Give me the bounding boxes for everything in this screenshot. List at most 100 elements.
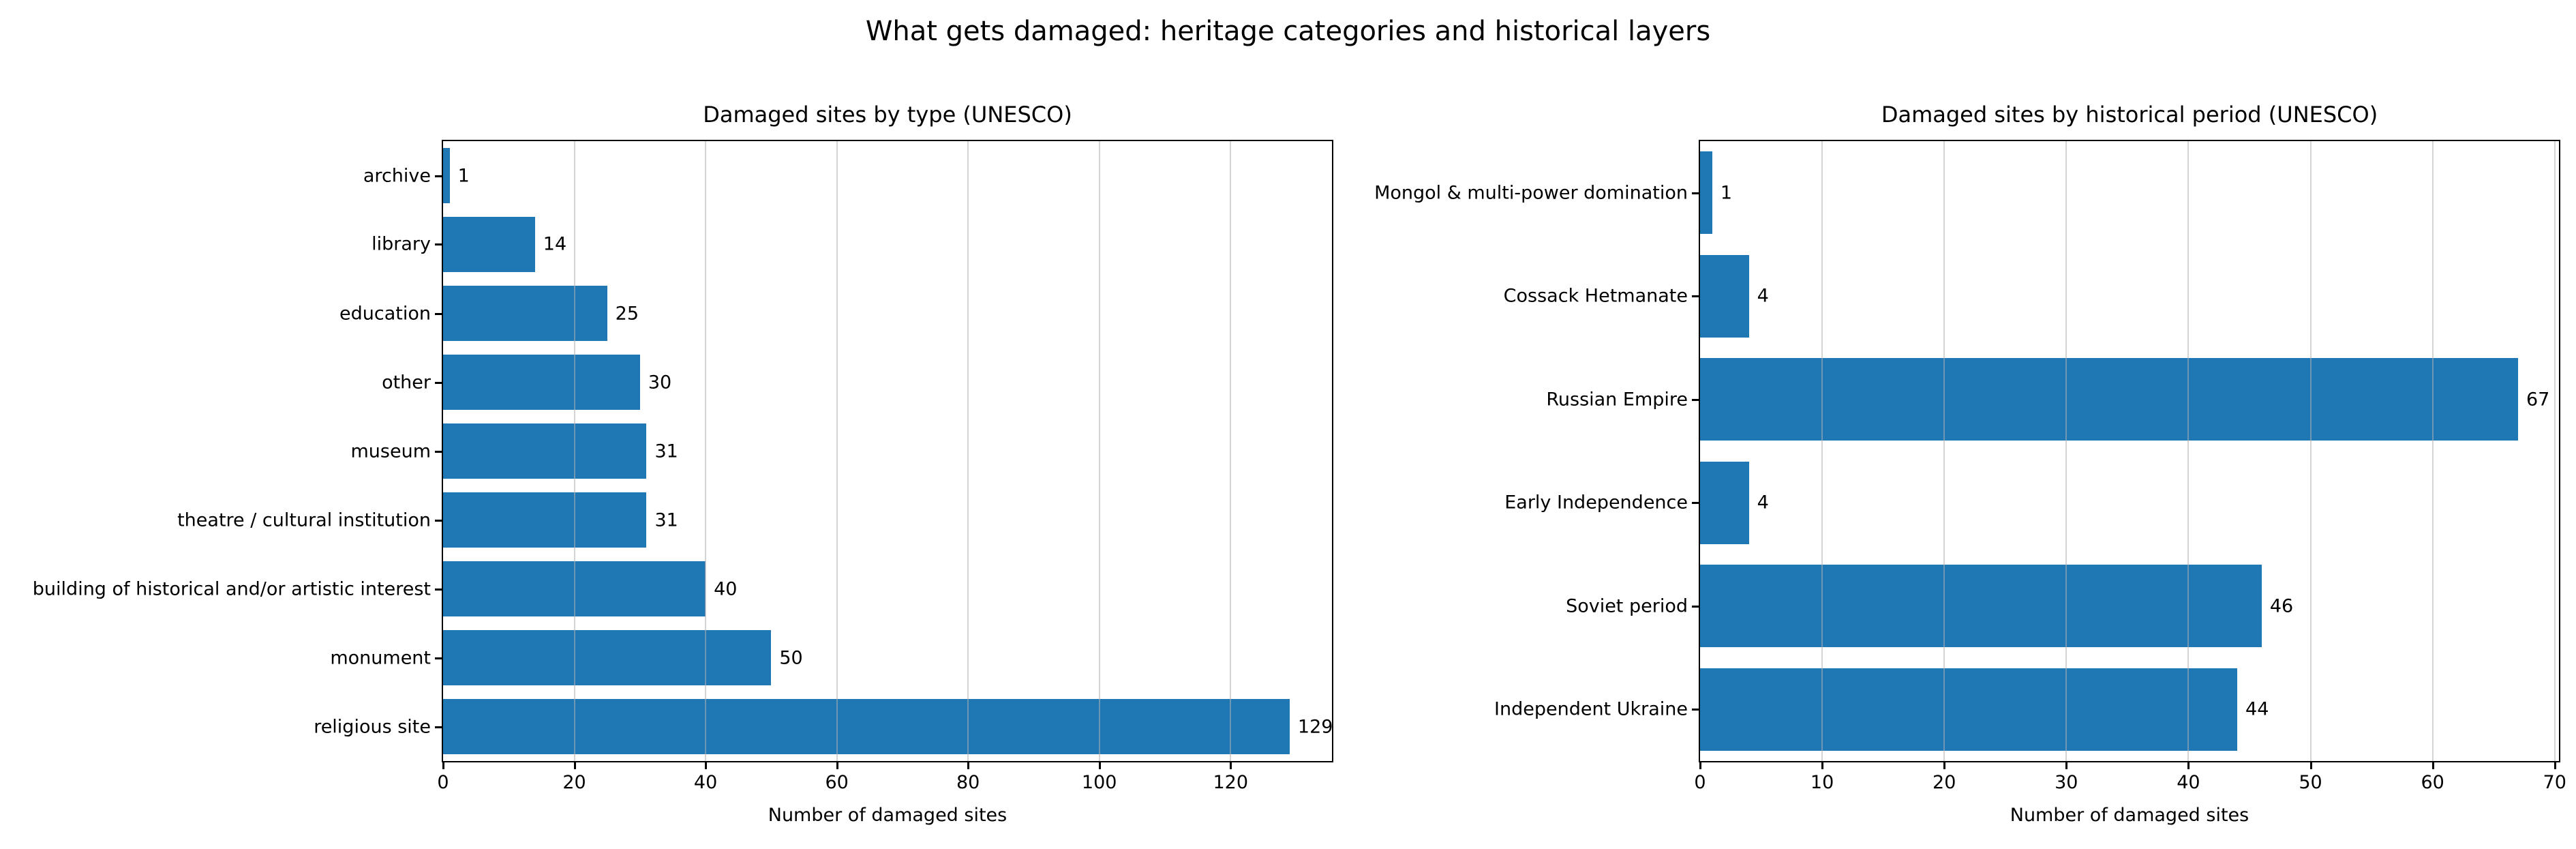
gridline <box>2309 141 2312 761</box>
plot-area-period: 1 Mongol & multi-power domination 4 Cossack… <box>1374 140 2566 792</box>
y-tick-mark <box>435 588 443 591</box>
x-tick-label: 40 <box>693 772 718 793</box>
x-tick-label: 120 <box>1213 772 1249 793</box>
x-tick-label: 60 <box>2421 772 2444 793</box>
x-tick-mark <box>573 761 576 769</box>
gridline <box>2431 141 2434 761</box>
x-tick-label: 0 <box>437 772 449 793</box>
category-label: museum <box>350 441 431 462</box>
bar-value-label: 25 <box>615 303 639 324</box>
gridline <box>1098 141 1100 761</box>
gridline <box>2065 141 2067 761</box>
axes-title-period: Damaged sites by historical period (UNES… <box>1881 102 2378 128</box>
category-label: building of historical and/or artistic i… <box>32 578 431 599</box>
y-tick-mark <box>1692 192 1700 194</box>
category-label: Russian Empire <box>1546 389 1688 411</box>
bar-segment <box>443 492 647 548</box>
gridline <box>1821 141 1823 761</box>
bar-segment <box>443 423 647 479</box>
gridline <box>1943 141 1945 761</box>
x-tick-mark <box>705 761 708 769</box>
bar-segment <box>443 286 607 341</box>
y-tick-mark <box>435 726 443 728</box>
x-tick-mark <box>836 761 838 769</box>
y-tick-mark <box>435 657 443 659</box>
bar-value-label: 1 <box>1720 182 1733 204</box>
x-tick-mark <box>2187 761 2190 769</box>
bar-value-label: 31 <box>654 441 678 462</box>
bar-value-label: 50 <box>779 647 803 668</box>
category-label: Cossack Hetmanate <box>1503 285 1688 307</box>
bar-value-label: 129 <box>1297 716 1333 737</box>
x-tick-label: 20 <box>562 772 586 793</box>
x-tick-mark <box>1699 761 1701 769</box>
bar-segment <box>443 217 535 272</box>
gridline <box>705 141 707 761</box>
figure-title: What gets damaged: heritage categories a… <box>865 16 1711 47</box>
bar-value-label: 67 <box>2526 389 2550 411</box>
y-tick-mark <box>1692 295 1700 298</box>
bar-value-label: 46 <box>2269 595 2294 617</box>
y-tick-mark <box>435 450 443 453</box>
axes-title-type: Damaged sites by type (UNESCO) <box>703 102 1072 128</box>
x-tick-mark <box>1943 761 1946 769</box>
y-tick-mark <box>1692 709 1700 711</box>
gridline <box>2554 141 2556 761</box>
bar-value-label: 30 <box>648 372 672 393</box>
x-tick-mark <box>2431 761 2434 769</box>
x-tick-label: 100 <box>1081 772 1117 793</box>
y-tick-mark <box>1692 398 1700 401</box>
bar-value-label: 44 <box>2245 698 2269 720</box>
bar-segment <box>1700 358 2518 441</box>
category-label: Early Independence <box>1504 492 1688 513</box>
x-tick-label: 30 <box>2055 772 2078 793</box>
gridline <box>967 141 969 761</box>
chart-damaged-by-period: Damaged sites by historical period (UNES… <box>1374 102 2566 826</box>
bar-segment <box>443 355 640 410</box>
category-label: theatre / cultural institution <box>177 509 431 531</box>
x-tick-label: 50 <box>2299 772 2322 793</box>
x-tick-mark <box>967 761 970 769</box>
category-label: education <box>339 303 431 324</box>
gridline <box>573 141 575 761</box>
x-tick-mark <box>442 761 444 769</box>
category-label: library <box>372 233 431 255</box>
bar-value-label: 4 <box>1757 492 1769 513</box>
bar-segment <box>1700 461 1749 544</box>
bar-value-label: 31 <box>654 509 678 531</box>
x-tick-label: 40 <box>2177 772 2200 793</box>
y-tick-mark <box>435 243 443 246</box>
category-label: Independent Ukraine <box>1494 698 1688 720</box>
bar-segment <box>1700 668 2238 751</box>
y-tick-mark <box>435 519 443 522</box>
gridline <box>1230 141 1232 761</box>
category-label: other <box>382 372 431 393</box>
x-axis-label-period: Number of damaged sites <box>2010 805 2249 826</box>
category-label: monument <box>330 647 431 668</box>
bar-segment <box>1700 254 1749 338</box>
x-tick-label: 70 <box>2543 772 2566 793</box>
x-tick-label: 10 <box>1810 772 1834 793</box>
x-tick-mark <box>1098 761 1101 769</box>
y-tick-mark <box>435 381 443 384</box>
category-label: Soviet period <box>1566 595 1688 617</box>
x-tick-mark <box>1230 761 1232 769</box>
y-tick-mark <box>435 312 443 315</box>
bar-value-label: 4 <box>1757 285 1769 307</box>
x-tick-mark <box>2554 761 2556 769</box>
gridline <box>836 141 838 761</box>
y-tick-mark <box>1692 502 1700 505</box>
x-tick-label: 20 <box>1933 772 1956 793</box>
bar-value-label: 1 <box>457 165 470 186</box>
bar-segment <box>1700 151 1712 235</box>
x-tick-mark <box>1821 761 1824 769</box>
x-tick-mark <box>2309 761 2312 769</box>
x-tick-mark <box>2065 761 2068 769</box>
bar-segment <box>443 699 1290 754</box>
category-label: archive <box>363 165 431 186</box>
bar-segment <box>1700 565 2262 648</box>
category-label: Mongol & multi-power domination <box>1374 182 1688 204</box>
y-tick-mark <box>1692 605 1700 608</box>
chart-damaged-by-type: Damaged sites by type (UNESCO) 1 archive 1… <box>33 102 1333 826</box>
